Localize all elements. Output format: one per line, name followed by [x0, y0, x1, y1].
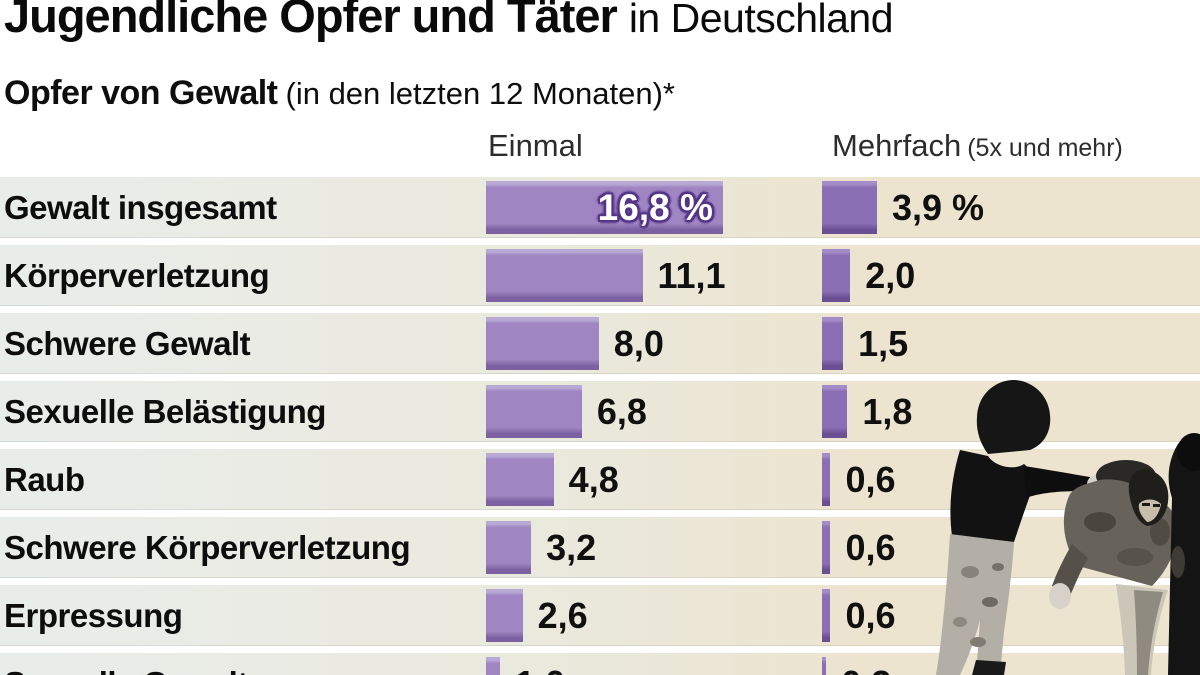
einmal-bar — [486, 589, 523, 642]
einmal-bar — [486, 385, 582, 438]
mehrfach-value: 0,3 — [841, 653, 891, 675]
einmal-bar: 16,8 % — [486, 181, 723, 234]
mehrfach-value: 3,9 % — [891, 187, 985, 228]
mehrfach-value: 0,6 — [845, 595, 896, 636]
row-label: Gewalt insgesamt — [4, 189, 277, 226]
einmal-value: 1,0 — [515, 653, 565, 675]
einmal-bar — [486, 249, 643, 302]
mehrfach-value: 0,6 — [845, 459, 896, 500]
column-header-mehrfach-note: (5x und mehr) — [967, 134, 1123, 162]
einmal-bar — [486, 521, 532, 574]
mehrfach-bar — [822, 453, 831, 506]
mehrfach-bar — [822, 589, 831, 642]
chart-row: Schwere Gewalt 8,0 1,5 — [0, 313, 1200, 374]
einmal-value: 6,8 — [596, 391, 647, 432]
main-title: Jugendliche Opfer und Täter in Deutschlan… — [4, 0, 894, 43]
einmal-value: 2,6 — [537, 595, 588, 636]
einmal-bar — [486, 317, 599, 370]
mehrfach-bar — [822, 317, 844, 370]
row-label: Körperverletzung — [4, 257, 270, 294]
mehrfach-bar — [822, 657, 827, 675]
row-label: Sexuelle Belästigung — [4, 393, 326, 430]
einmal-bar — [486, 657, 501, 675]
einmal-value: 8,0 — [613, 323, 664, 364]
row-label: Sexuelle Gewalt — [4, 653, 248, 675]
mehrfach-bar — [822, 385, 848, 438]
einmal-value: 16,8 % — [597, 187, 713, 228]
mehrfach-value: 2,0 — [865, 255, 916, 296]
mehrfach-value: 1,5 — [858, 323, 909, 364]
row-label: Raub — [4, 461, 85, 498]
einmal-value: 11,1 — [657, 255, 726, 296]
main-title-bold: Jugendliche Opfer und Täter — [4, 0, 618, 42]
victim-figure — [1049, 460, 1177, 675]
chart-row: Körperverletzung 11,1 2,0 — [0, 245, 1200, 306]
row-label: Schwere Körperverletzung — [4, 529, 411, 566]
mehrfach-bar — [822, 249, 851, 302]
einmal-bar — [486, 453, 554, 506]
chart-row: Sexuelle Gewalt 1,0 0,3 — [0, 653, 1200, 675]
subtitle-note: (in den letzten 12 Monaten)* — [285, 76, 675, 111]
mehrfach-value: 1,8 — [862, 391, 913, 432]
column-header-einmal: Einmal — [488, 128, 583, 163]
einmal-value: 4,8 — [568, 459, 619, 500]
subtitle-bold: Opfer von Gewalt — [4, 74, 278, 112]
mehrfach-value: 0,6 — [845, 527, 896, 568]
mehrfach-bar — [822, 521, 831, 574]
chart-row: Gewalt insgesamt 16,8 % 3,9 % — [0, 177, 1200, 238]
row-label: Schwere Gewalt — [4, 325, 251, 362]
row-label: Erpressung — [4, 597, 183, 634]
main-title-region: in Deutschland — [628, 0, 894, 41]
assault-illustration — [936, 379, 1200, 675]
einmal-value: 3,2 — [546, 527, 597, 568]
bystander-figure — [1168, 433, 1200, 675]
mehrfach-bar — [822, 181, 877, 234]
column-header-mehrfach: Mehrfach (5x und mehr) — [832, 128, 1123, 163]
subtitle: Opfer von Gewalt (in den letzten 12 Monat… — [4, 74, 675, 113]
